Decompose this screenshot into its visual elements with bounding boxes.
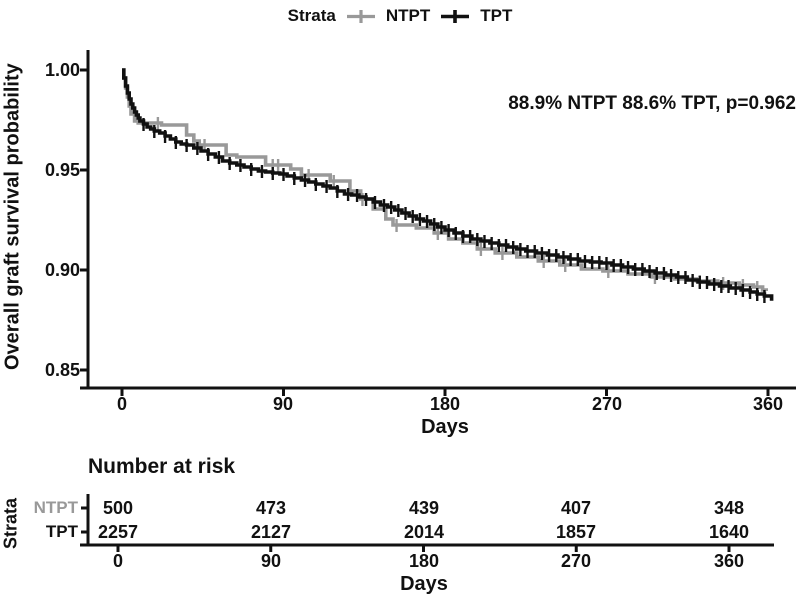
risk-tpt-d180: 2014 (403, 522, 445, 542)
risk-table-title: Number at risk (88, 455, 236, 478)
x-tick-360: 360 (752, 394, 784, 414)
risk-tpt-d270: 1857 (555, 522, 597, 542)
risk-ntpt-d0: 500 (102, 498, 134, 518)
risk-table-axis (80, 494, 774, 552)
x-tick-270: 270 (591, 394, 623, 414)
y-tick-0.85: 0.85 (44, 360, 80, 380)
legend: Strata NTPT TPT (0, 2, 800, 30)
risk-ntpt-d180: 439 (408, 498, 440, 518)
legend-label-tpt: TPT (480, 6, 513, 25)
risk-x-tick-360: 360 (713, 551, 745, 571)
risk-row-label-tpt: TPT (45, 522, 78, 541)
ntpt-survival-curve (122, 68, 768, 292)
ntpt-legend-line-icon (346, 9, 375, 23)
risk-x-tick-0: 0 (112, 551, 123, 571)
survival-curves-plot (80, 50, 796, 396)
risk-tpt-d360: 1640 (708, 522, 750, 542)
risk-tpt-d90: 2127 (250, 522, 292, 542)
legend-title: Strata (287, 6, 336, 25)
y-axis-title: Overall graft survival probability (1, 63, 24, 371)
risk-row-label-ntpt: NTPT (33, 498, 78, 517)
risk-x-tick-90: 90 (260, 551, 282, 571)
x-tick-90: 90 (272, 394, 294, 414)
y-tick-0.95: 0.95 (44, 160, 80, 180)
risk-ntpt-d270: 407 (560, 498, 592, 518)
y-tick-1.00: 1.00 (44, 60, 80, 80)
risk-x-tick-270: 270 (560, 551, 592, 571)
risk-ntpt-d360: 348 (713, 498, 745, 518)
survival-annotation: 88.9% NTPT 88.6% TPT, p=0.962 (508, 93, 796, 114)
y-tick-0.90: 0.90 (44, 260, 80, 280)
x-tick-0: 0 (116, 394, 127, 414)
risk-ntpt-d90: 473 (255, 498, 287, 518)
risk-tpt-d0: 2257 (97, 522, 139, 542)
legend-label-ntpt: NTPT (385, 6, 431, 25)
x-tick-180: 180 (429, 394, 461, 414)
tpt-legend-line-icon (441, 9, 470, 23)
risk-x-axis-title: Days (400, 573, 448, 595)
x-axis-title: Days (421, 416, 469, 438)
risk-x-tick-180: 180 (408, 551, 440, 571)
